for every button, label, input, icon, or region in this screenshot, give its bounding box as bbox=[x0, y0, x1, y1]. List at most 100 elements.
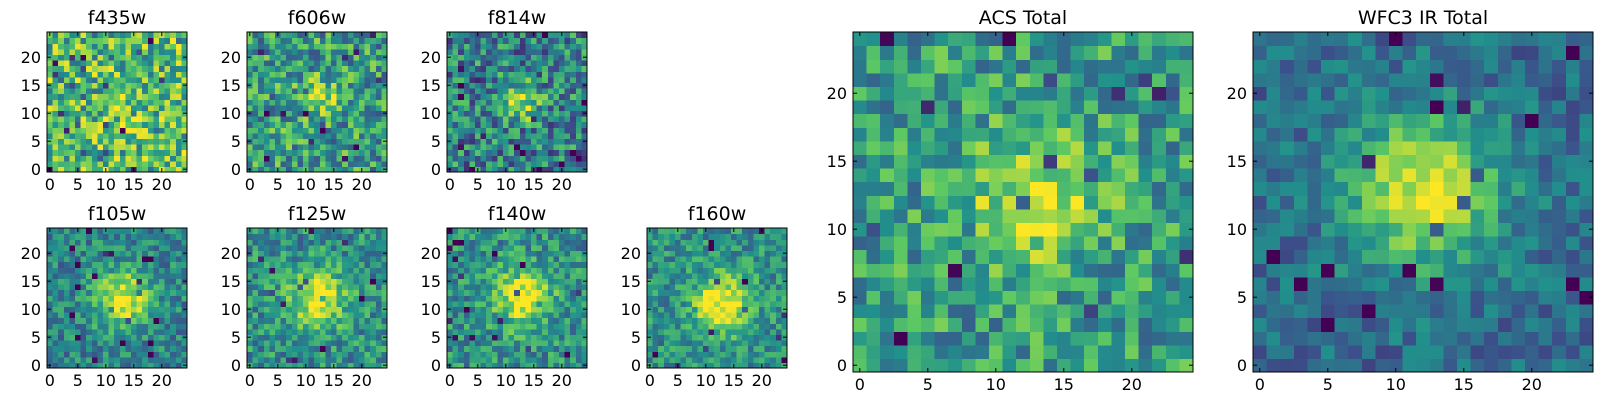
heatmap-cell bbox=[286, 48, 293, 55]
heatmap-cell bbox=[452, 306, 459, 313]
heatmap-cell bbox=[934, 72, 949, 87]
heatmap-cell bbox=[519, 317, 526, 324]
heatmap-cell bbox=[75, 48, 82, 55]
heatmap-cell bbox=[159, 37, 166, 44]
heatmap-cell bbox=[103, 65, 110, 72]
heatmap-cell bbox=[1538, 276, 1553, 291]
heatmap-cell bbox=[1443, 59, 1458, 74]
heatmap-cell bbox=[258, 356, 265, 363]
heatmap-cell bbox=[469, 160, 476, 167]
heatmap-cell bbox=[1361, 86, 1376, 101]
heatmap-cell bbox=[1253, 181, 1268, 196]
heatmap-cell bbox=[1097, 59, 1112, 74]
heatmap-cell bbox=[1429, 100, 1444, 115]
heatmap-cell bbox=[170, 155, 177, 162]
heatmap-cell bbox=[359, 144, 366, 151]
heatmap-cell bbox=[469, 345, 476, 352]
heatmap-cell bbox=[1348, 222, 1363, 237]
heatmap-cell bbox=[86, 93, 93, 100]
heatmap-cell bbox=[1111, 276, 1126, 291]
heatmap-cell bbox=[114, 71, 121, 78]
heatmap-cell bbox=[975, 276, 990, 291]
heatmap-cell bbox=[58, 233, 65, 240]
heatmap-cell bbox=[525, 144, 532, 151]
x-tick-label: 5 bbox=[273, 175, 283, 194]
heatmap-cell bbox=[108, 132, 115, 139]
heatmap-cell bbox=[475, 48, 482, 55]
heatmap-cell bbox=[63, 99, 70, 106]
heatmap-cell bbox=[80, 256, 87, 263]
heatmap-cell bbox=[480, 43, 487, 50]
heatmap-cell bbox=[291, 323, 298, 330]
heatmap-cell bbox=[136, 166, 143, 173]
heatmap-cell bbox=[1321, 195, 1336, 210]
heatmap-cell bbox=[258, 362, 265, 369]
heatmap-cell bbox=[258, 244, 265, 251]
heatmap-cell bbox=[58, 345, 65, 352]
heatmap-cell bbox=[1361, 317, 1376, 332]
heatmap-cell bbox=[1470, 304, 1485, 319]
heatmap-cell bbox=[989, 222, 1004, 237]
heatmap-cell bbox=[114, 244, 121, 251]
heatmap-cell bbox=[325, 48, 332, 55]
heatmap-cell bbox=[581, 149, 588, 156]
heatmap-cell bbox=[452, 289, 459, 296]
heatmap-cell bbox=[1334, 344, 1349, 359]
heatmap-cell bbox=[458, 121, 465, 128]
heatmap-cell bbox=[52, 76, 59, 83]
heatmap-cell bbox=[452, 362, 459, 369]
heatmap-cell bbox=[69, 250, 76, 257]
heatmap-cell bbox=[314, 351, 321, 358]
heatmap-cell bbox=[47, 256, 54, 263]
heatmap-cell bbox=[1307, 208, 1322, 223]
heatmap-cell bbox=[1280, 154, 1295, 169]
heatmap-cell bbox=[325, 37, 332, 44]
heatmap-cell bbox=[331, 244, 338, 251]
heatmap-cell bbox=[375, 132, 382, 139]
heatmap-cell bbox=[342, 267, 349, 274]
heatmap-cell bbox=[142, 334, 149, 341]
heatmap-cell bbox=[1111, 358, 1126, 373]
heatmap-cell bbox=[97, 295, 104, 302]
heatmap-cell bbox=[108, 317, 115, 324]
heatmap-cell bbox=[525, 88, 532, 95]
heatmap-cell bbox=[508, 132, 515, 139]
heatmap-cell bbox=[136, 144, 143, 151]
heatmap-cell bbox=[853, 45, 868, 60]
heatmap-cell bbox=[175, 60, 182, 67]
heatmap-cell bbox=[525, 306, 532, 313]
heatmap-cell bbox=[570, 54, 577, 61]
heatmap-cell bbox=[153, 138, 160, 145]
heatmap-cell bbox=[463, 317, 470, 324]
heatmap-cell bbox=[525, 138, 532, 145]
heatmap-cell bbox=[1484, 195, 1499, 210]
heatmap-cell bbox=[559, 99, 566, 106]
heatmap-cell bbox=[480, 76, 487, 83]
heatmap-cell bbox=[153, 233, 160, 240]
heatmap-cell bbox=[86, 317, 93, 324]
heatmap-cell bbox=[280, 132, 287, 139]
heatmap-cell bbox=[1389, 113, 1404, 128]
heatmap-cell bbox=[314, 356, 321, 363]
heatmap-cell bbox=[893, 304, 908, 319]
heatmap-cell bbox=[147, 138, 154, 145]
heatmap-cell bbox=[1253, 45, 1268, 60]
heatmap-cell bbox=[1511, 32, 1526, 47]
heatmap-cell bbox=[125, 88, 132, 95]
heatmap-cell bbox=[497, 284, 504, 291]
heatmap-cell bbox=[175, 116, 182, 123]
heatmap-cell bbox=[893, 45, 908, 60]
heatmap-cell bbox=[458, 37, 465, 44]
heatmap-cell bbox=[131, 340, 138, 347]
heatmap-cell bbox=[303, 60, 310, 67]
heatmap-cell bbox=[325, 155, 332, 162]
heatmap-cell bbox=[131, 323, 138, 330]
heatmap-cell bbox=[319, 272, 326, 279]
heatmap-cell bbox=[103, 71, 110, 78]
heatmap-cell bbox=[1280, 32, 1295, 47]
heatmap-cell bbox=[119, 351, 126, 358]
heatmap-cell bbox=[308, 284, 315, 291]
heatmap-cell bbox=[1179, 208, 1194, 223]
heatmap-cell bbox=[536, 76, 543, 83]
heatmap-cell bbox=[893, 208, 908, 223]
